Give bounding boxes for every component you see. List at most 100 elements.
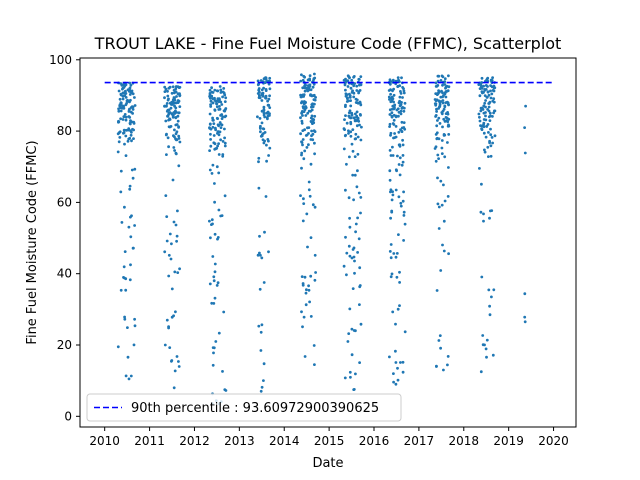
data-point — [348, 96, 352, 99]
data-point — [442, 183, 445, 187]
data-point — [487, 109, 491, 113]
x-axis-label: Date — [312, 456, 343, 471]
data-point — [349, 120, 353, 124]
data-point — [356, 117, 360, 121]
data-point — [219, 122, 223, 126]
data-point — [348, 307, 352, 311]
data-point — [489, 154, 493, 158]
data-point — [299, 132, 302, 136]
data-point — [216, 281, 220, 285]
data-point — [388, 122, 392, 126]
data-point — [126, 98, 129, 102]
data-point — [128, 136, 132, 140]
data-point — [120, 221, 124, 224]
data-point — [435, 289, 439, 292]
data-point — [398, 143, 402, 147]
data-point — [403, 330, 407, 334]
data-point — [351, 248, 355, 251]
data-point — [478, 167, 481, 170]
data-point — [211, 346, 215, 349]
data-point — [347, 332, 351, 335]
data-point — [216, 144, 220, 148]
data-point — [443, 83, 447, 86]
data-point — [218, 107, 222, 111]
data-point — [217, 124, 221, 128]
data-point — [390, 272, 394, 276]
data-point — [129, 263, 132, 267]
data-point — [353, 82, 357, 85]
data-point — [175, 234, 179, 238]
data-point — [122, 131, 125, 135]
data-point — [490, 136, 494, 139]
data-point — [126, 326, 129, 329]
data-point — [174, 101, 178, 105]
data-point — [441, 243, 444, 247]
data-point — [302, 100, 305, 104]
data-point — [440, 152, 444, 156]
data-point — [306, 111, 310, 115]
data-point — [222, 87, 226, 90]
data-point — [359, 196, 363, 199]
data-point — [132, 246, 135, 250]
data-point — [123, 250, 127, 254]
data-point — [478, 115, 481, 119]
data-point — [210, 301, 214, 305]
data-point — [398, 173, 402, 177]
data-point — [217, 208, 221, 212]
data-point — [127, 225, 131, 229]
data-point — [310, 120, 314, 124]
data-point — [357, 237, 361, 241]
data-point — [174, 151, 178, 155]
data-point — [224, 96, 228, 100]
data-point — [164, 133, 168, 137]
data-point — [217, 97, 221, 101]
data-point — [130, 120, 134, 124]
data-point — [123, 317, 127, 321]
data-point — [211, 163, 215, 167]
data-point — [259, 389, 263, 393]
data-point — [347, 196, 351, 200]
data-point — [211, 97, 215, 101]
data-point — [219, 91, 223, 94]
legend-box — [86, 393, 402, 422]
data-point — [350, 142, 354, 146]
data-point — [218, 130, 222, 134]
data-point — [118, 97, 122, 101]
data-point — [347, 129, 350, 133]
data-point — [300, 310, 303, 314]
data-point — [224, 107, 228, 110]
data-point — [442, 117, 446, 121]
data-point — [167, 274, 171, 278]
data-point — [258, 251, 261, 255]
data-point — [357, 90, 361, 93]
data-point — [213, 99, 217, 102]
data-point — [389, 216, 392, 220]
data-point — [435, 107, 438, 111]
data-point — [436, 202, 440, 206]
data-point — [178, 94, 182, 97]
data-point — [129, 235, 133, 239]
data-point — [434, 115, 437, 118]
data-point — [208, 282, 212, 286]
data-point — [211, 125, 215, 129]
data-point — [351, 89, 354, 93]
data-point — [258, 234, 261, 238]
data-point — [491, 89, 495, 92]
data-point — [484, 118, 488, 122]
data-point — [492, 97, 496, 101]
data-point — [208, 149, 212, 153]
data-point — [313, 205, 317, 209]
data-point — [133, 104, 137, 107]
data-point — [313, 141, 316, 145]
data-point — [391, 78, 395, 82]
data-point — [392, 87, 395, 91]
data-point — [215, 89, 219, 93]
data-point — [349, 375, 352, 379]
data-point — [394, 135, 398, 139]
data-point — [133, 324, 137, 328]
data-point — [307, 126, 311, 129]
data-point — [481, 334, 485, 337]
data-point — [446, 124, 450, 128]
data-point — [177, 360, 180, 363]
data-point — [523, 315, 527, 319]
